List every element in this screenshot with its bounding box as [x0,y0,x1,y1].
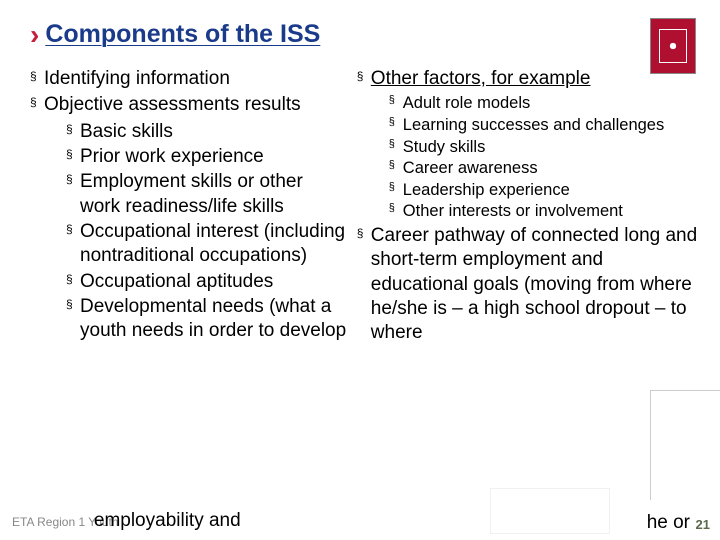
sub-item: Other interests or involvement [389,201,700,222]
sub-item: Basic skills [66,120,347,144]
sub-item: Employment skills or other work readines… [66,170,347,219]
sub-item: Career awareness [389,158,700,179]
item-text: Other factors, for example [371,68,591,89]
decor-box [650,390,720,500]
item-text: Career pathway of connected long and sho… [371,225,697,343]
sub-item: Study skills [389,137,700,158]
overflow-text: employability and [94,510,241,531]
list-item: Other factors, for example Adult role mo… [357,67,700,222]
sub-item: Developmental needs (what a youth needs … [66,295,347,344]
chevron-icon: › [30,21,39,49]
item-text: Objective assessments results [44,94,301,115]
sub-item: Occupational interest (including nontrad… [66,220,347,269]
slide: › Components of the ISS Identifying info… [0,0,720,540]
slide-title: Components of the ISS [45,20,320,49]
right-column: Other factors, for example Adult role mo… [357,67,700,348]
sub-list: Basic skills Prior work experience Emplo… [44,120,347,344]
footer-text: ETA Region 1 Youth employability and [12,510,269,532]
left-column: Identifying information Objective assess… [30,67,347,348]
list-item: Objective assessments results Basic skil… [30,93,347,343]
seal-logo [650,18,696,74]
decor-box-2 [490,488,610,534]
sub-item: Leadership experience [389,180,700,201]
sub-item: Occupational aptitudes [66,270,347,294]
slide-header: › Components of the ISS [30,20,690,49]
sub-item: Learning successes and challenges [389,115,700,136]
item-text: Identifying information [44,68,230,89]
right-list: Other factors, for example Adult role mo… [357,67,700,346]
sub-list-small: Adult role models Learning successes and… [371,93,700,222]
left-list: Identifying information Objective assess… [30,67,347,343]
content-columns: Identifying information Objective assess… [30,67,690,348]
list-item: Career pathway of connected long and sho… [357,224,700,346]
seal-icon [659,29,687,63]
sub-item: Adult role models [389,93,700,114]
page-number: 21 [696,517,710,532]
list-item: Identifying information [30,67,347,91]
trailing-text: he or [647,512,690,534]
sub-item: Prior work experience [66,145,347,169]
